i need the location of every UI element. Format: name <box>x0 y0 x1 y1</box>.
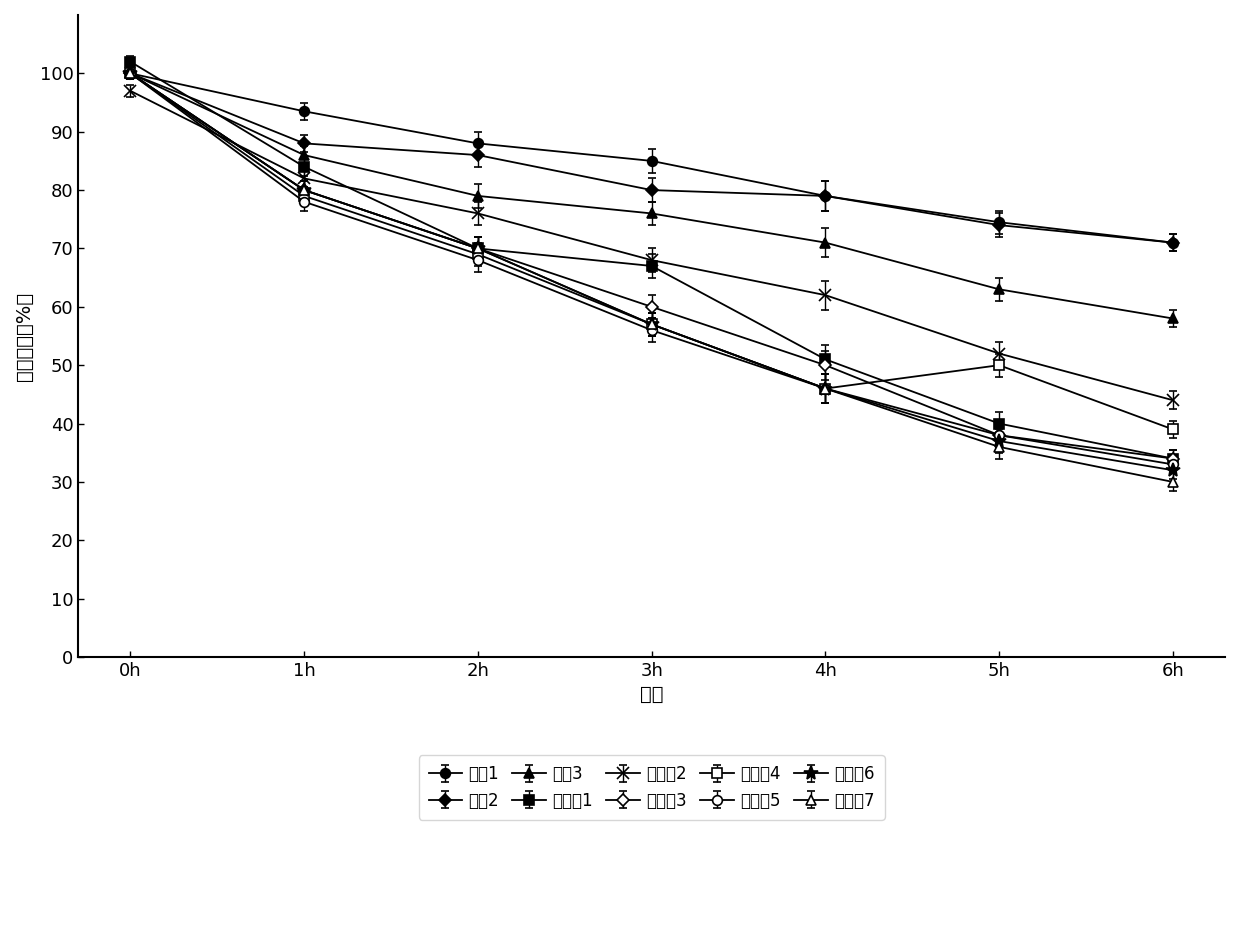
X-axis label: 时间: 时间 <box>640 685 663 704</box>
Legend: 对比1, 对比2, 对比3, 实施例1, 实施例2, 实施例3, 实施例4, 实施例5, 实施例6, 实施例7: 对比1, 对比2, 对比3, 实施例1, 实施例2, 实施例3, 实施例4, 实… <box>419 755 885 820</box>
Y-axis label: 相对酶活（%）: 相对酶活（%） <box>15 291 33 381</box>
